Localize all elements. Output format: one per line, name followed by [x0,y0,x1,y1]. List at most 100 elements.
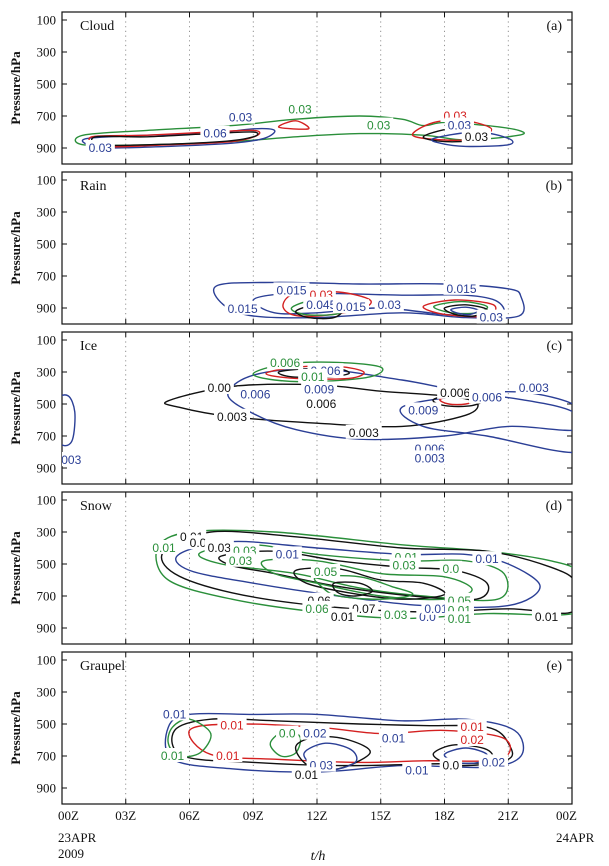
contour-label: 0.01 [382,731,406,745]
contour-label: 0.01 [460,720,484,734]
y-tick-label: 700 [37,589,57,604]
contour-label-bg [160,706,190,721]
contour-label-bg [214,408,250,423]
panel-tag: (e) [546,659,562,674]
contour-label-bg [405,402,442,417]
y-tick-label: 500 [37,397,57,412]
contour-label: 0.02 [303,727,327,741]
contour-label-bg [149,540,179,554]
contour-label-bg [204,380,234,394]
contour-label: 0.03 [378,298,402,312]
y-tick-label: 100 [37,493,57,508]
contour-label-bg [225,552,256,567]
contour-line-green [313,574,414,600]
contour-label: 0.006 [240,387,270,401]
contour-label-bg [301,381,338,396]
contour-label-bg [374,296,404,311]
contour-label: 0.009 [408,403,438,417]
contour-label-bg [303,296,340,311]
contour-label: 0.03 [384,608,408,622]
contour-label-bg [515,380,552,394]
contour-label: 0.03 [480,311,504,325]
contour-line-blue [164,712,525,773]
contour-label-bg [217,717,247,732]
y-tick-label: 300 [37,525,57,540]
contour-label: 0.0 [279,727,296,741]
contour-label: 0.01 [161,749,185,763]
contour-label: 0.02 [482,755,506,769]
contour-label: 0.03 [288,103,312,117]
contour-label: 0.03 [89,141,113,155]
x-tick-label: 00Z [556,808,577,823]
contour-label-bg [62,452,85,466]
contour-label-bg [389,557,419,572]
contour-label-bg [333,299,369,314]
contour-label: 0.015 [446,282,476,296]
y-tick-label: 700 [37,109,57,124]
contour-label-bg [443,280,480,295]
y-tick-label: 700 [37,749,57,764]
y-tick-label: 300 [37,205,57,220]
contour-label: 0.06 [203,127,227,141]
panel-name: Ice [80,339,97,354]
y-tick-label: 900 [37,301,57,316]
contour-label-bg [531,608,562,623]
contour-label-bg [381,607,411,622]
contour-label-bg [327,608,358,623]
x-axis: 23APR 2009 24APR t/h 00Z 03Z 06Z 09Z 12Z 15Z 1… [58,808,595,864]
contour-line-green [167,718,212,758]
contour-label: 0.003 [519,381,549,395]
contour-label: 0.015 [336,300,366,314]
contour-line-green [198,544,509,602]
contour-line-green [155,529,572,620]
contour-label: 0.01 [331,610,355,624]
contour-label: 0.01 [295,768,319,782]
y-tick-label: 700 [37,269,57,284]
contour-label: 0.01 [152,541,176,555]
contour-line-red [411,119,493,141]
contour-line-blue [212,281,525,319]
contour-label-bg [291,767,321,782]
contour-label: 0.01 [216,749,240,763]
contour-line-black [293,567,446,600]
contour-label: 0.02 [460,733,484,747]
contour-label: 0.0 [443,562,460,576]
contour-label-bg [402,762,432,777]
contour-line-blue [450,306,480,316]
contour-label-bg [457,719,487,734]
x-tick-label: 06Z [179,808,200,823]
y-axis-label: Pressure/hPa [8,211,23,285]
panel-name: Rain [80,179,106,194]
contour-label: 0.003 [217,410,247,424]
contour-label: 0.01 [276,547,300,561]
contour-label-bg [285,101,315,116]
contour-label-bg [310,564,341,578]
x-tick-label: 12Z [307,808,328,823]
y-tick-label: 100 [37,13,57,28]
x-tick-label: 03Z [115,808,136,823]
panel-ice: 100300500700900Pressure/hPa0.0060.0060.0… [8,331,573,485]
panel-name: Snow [80,499,113,514]
contour-label: 0.003 [415,451,445,465]
panel-name: Cloud [80,19,114,34]
contour-label: 0.03 [392,559,416,573]
y-tick-label: 100 [37,173,57,188]
contour-label-bg [345,424,382,439]
contour-label-bg [472,551,502,566]
contour-group: 0.030.030.060.030.030.030.030.03 [74,101,525,155]
contour-label: 0.006 [440,386,470,400]
contour-label: 0.006 [306,397,336,411]
x-axis-label: t/h [311,849,326,864]
contour-line-blue [62,394,76,447]
contour-label-bg [437,384,474,399]
y-tick-label: 900 [37,781,57,796]
contour-label: 0.01 [163,707,187,721]
contour-label-bg [276,725,299,740]
contour-group: 0.0060.0060.010.0090.0060.000.0060.0030.… [62,355,572,467]
contour-label: 0.01 [301,370,325,384]
contour-label: 0.03 [208,541,232,555]
contour-label: 0.015 [276,283,306,297]
contour-label-bg [421,600,451,615]
contour-label: 0.06 [305,602,329,616]
